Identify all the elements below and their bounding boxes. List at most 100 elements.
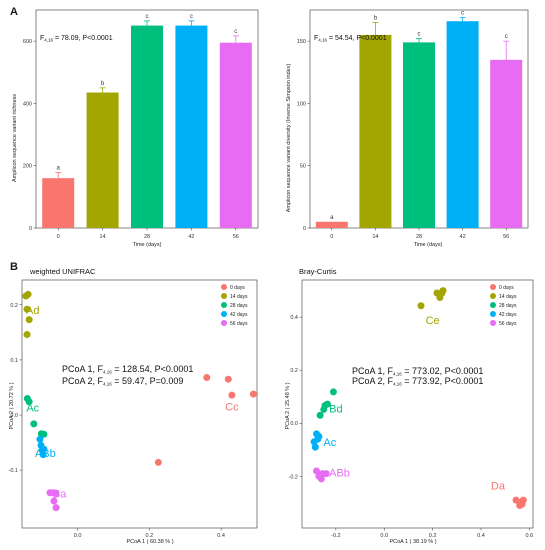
bray-curtis-pcoa-stat-1: PCoA 1, F4,16 = 773.02, P<0.0001: [352, 366, 483, 377]
unifrac-x-tick-label: 0.4: [217, 533, 225, 539]
richness-x-axis-label: Time (days): [133, 242, 162, 248]
diversity-bar: [359, 34, 392, 228]
diversity-x-tick-label: 56: [503, 234, 509, 240]
unifrac-legend-label: 14 days: [230, 294, 248, 300]
unifrac-x-tick-label: 0.2: [146, 533, 154, 539]
diversity-anova-stat: F4,16 = 54.54, P<0.0001: [314, 35, 387, 43]
richness-significance-letter: a: [57, 166, 61, 172]
unifrac-y-tick-label: 0.2: [10, 303, 18, 309]
bray-curtis-point-42-days: [315, 432, 323, 440]
richness-y-tick-label: 0: [29, 226, 32, 232]
unifrac-point-0-days: [154, 458, 162, 466]
diversity-x-tick-label: 42: [460, 234, 466, 240]
bray-curtis-point-14-days: [417, 302, 425, 310]
bray-curtis-y-tick-label: 0.2: [290, 368, 298, 374]
bray-curtis-group-label: Ac: [323, 437, 336, 449]
diversity-significance-letter: b: [374, 15, 378, 21]
bray-curtis-point-42-days: [310, 438, 318, 446]
unifrac-pcoa-stat-1: PCoA 1, F4,16 = 128.54, P<0.0001: [62, 364, 193, 375]
bray-curtis-legend-key: [490, 320, 496, 326]
bray-curtis-point-14-days: [438, 289, 446, 297]
unifrac-pcoa-stat-2-post: = 59.47, P=0.009: [112, 376, 184, 386]
bray-curtis-pcoa-stat-1-sub: 4,16: [393, 372, 402, 377]
unifrac-pcoa-stat-2-sub: 4,16: [103, 382, 112, 387]
bray-curtis-x-tick-label: 0.0: [380, 533, 388, 539]
unifrac-y-tick-label: -0.1: [9, 468, 18, 474]
bray-curtis-legend-label: 28 days: [499, 303, 517, 309]
bray-curtis-point-0-days: [518, 500, 526, 508]
unifrac-point-0-days: [224, 375, 232, 383]
unifrac-point-28-days: [30, 420, 38, 428]
bray-curtis-x-tick-label: 0.4: [477, 533, 485, 539]
diversity-y-tick-label: 100: [297, 101, 306, 107]
bray-curtis-group-label: Da: [491, 481, 506, 493]
bray-curtis-group-label: Ce: [426, 315, 440, 327]
richness-significance-letter: c: [146, 14, 149, 20]
unifrac-point-14-days: [24, 290, 32, 298]
bray-curtis-legend-label: 42 days: [499, 312, 517, 318]
weighted-unifrac-pcoa-plot: weighted UNIFRAC PCoA 1 ( 60.38 % ) PCoA…: [9, 267, 258, 545]
unifrac-legend-key: [221, 311, 227, 317]
diversity-significance-letter: c: [461, 10, 464, 16]
diversity-y-axis-label: Amplicon sequence variant diversity (Inv…: [286, 64, 292, 213]
bray-curtis-legend-label: 14 days: [499, 294, 517, 300]
bray-curtis-group-label: Bd: [329, 404, 342, 416]
diversity-x-axis-label: Time (days): [414, 242, 443, 248]
unifrac-x-axis-label: PCoA 1 ( 60.38 % ): [126, 539, 173, 545]
unifrac-point-42-days: [36, 435, 44, 443]
unifrac-y-axis-label: PCoA 2 ( 20.72 % ): [9, 382, 15, 429]
richness-anova-stat-post: = 78.09, P<0.0001: [53, 35, 113, 42]
panel-label-a: A: [10, 6, 18, 18]
unifrac-point-14-days: [23, 331, 31, 339]
bray-curtis-point-42-days: [311, 443, 319, 451]
bray-curtis-y-tick-label: 0.4: [290, 315, 298, 321]
bray-curtis-point-56-days: [317, 475, 325, 483]
unifrac-group-label: Ad: [26, 305, 39, 317]
panel-label-b: B: [10, 261, 18, 273]
diversity-significance-letter: c: [418, 32, 421, 38]
diversity-x-tick-label: 14: [372, 234, 378, 240]
unifrac-point-42-days: [40, 445, 48, 453]
unifrac-legend-label: 56 days: [230, 321, 248, 327]
diversity-anova-stat-post: = 54.54, P<0.0001: [327, 35, 387, 42]
bray-curtis-plot-title: Bray-Curtis: [299, 267, 337, 276]
bray-curtis-pcoa-stat-1-pre: PCoA 1, F: [352, 366, 394, 376]
bray-curtis-x-axis-label: PCoA 1 ( 38.19 % ): [389, 539, 436, 545]
richness-x-tick-label: 28: [144, 234, 150, 240]
unifrac-pcoa-stat-2-pre: PCoA 2, F: [62, 376, 104, 386]
unifrac-point-0-days: [203, 374, 211, 382]
unifrac-y-tick-label: 0.0: [10, 413, 18, 419]
diversity-anova-stat-pre: F: [314, 35, 318, 42]
richness-bar: [42, 178, 75, 228]
unifrac-group-label: Ac: [26, 403, 39, 415]
richness-significance-letter: b: [101, 81, 105, 87]
unifrac-point-42-days: [39, 451, 47, 459]
richness-bar-chart: Amplicon sequence variant richness Time …: [12, 9, 259, 248]
unifrac-legend-key: [221, 293, 227, 299]
richness-anova-stat-pre: F: [40, 35, 44, 42]
richness-y-tick-label: 400: [23, 101, 32, 107]
bray-curtis-pcoa-plot: Bray-Curtis PCoA 1 ( 38.19 % ) PCoA 2 ( …: [285, 267, 534, 545]
bray-curtis-y-axis-label: PCoA 2 ( 25.48 % ): [285, 382, 291, 429]
bray-curtis-y-tick-label: -0.2: [289, 474, 298, 480]
bray-curtis-legend-key: [490, 284, 496, 290]
diversity-x-tick-label: 0: [330, 234, 333, 240]
diversity-significance-letter: a: [330, 215, 334, 221]
unifrac-legend-key: [221, 320, 227, 326]
richness-y-tick-label: 600: [23, 39, 32, 45]
richness-significance-letter: c: [234, 29, 237, 35]
diversity-anova-stat-sub: 4,16: [318, 38, 327, 43]
diversity-y-tick-label: 50: [300, 164, 306, 170]
diversity-bar: [490, 59, 523, 229]
diversity-significance-letter: c: [505, 34, 508, 40]
bray-curtis-plot-frame: [301, 279, 534, 529]
bray-curtis-pcoa-stat-2: PCoA 2, F4,16 = 773.92, P<0.0001: [352, 376, 483, 387]
bray-curtis-point-28-days: [329, 388, 337, 396]
richness-x-tick-label: 56: [233, 234, 239, 240]
bray-curtis-pcoa-stat-2-pre: PCoA 2, F: [352, 376, 394, 386]
unifrac-point-14-days: [23, 305, 31, 313]
bray-curtis-pcoa-stat-2-post: = 773.92, P<0.0001: [402, 376, 484, 386]
unifrac-legend-key: [221, 284, 227, 290]
diversity-x-tick-label: 28: [416, 234, 422, 240]
